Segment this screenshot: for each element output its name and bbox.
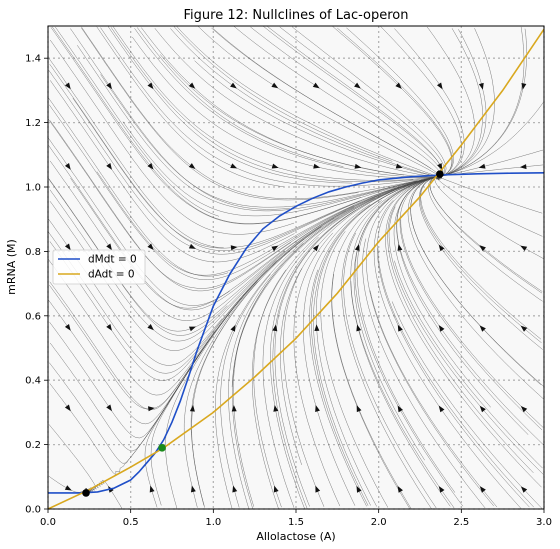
equilibrium-point-1 bbox=[158, 444, 166, 452]
x-tick-label: 2.5 bbox=[453, 517, 469, 528]
y-tick-label: 0.8 bbox=[25, 247, 41, 258]
x-tick-label: 0.0 bbox=[40, 517, 56, 528]
chart-title: Figure 12: Nullclines of Lac-operon bbox=[184, 8, 409, 23]
y-tick-label: 1.2 bbox=[25, 118, 41, 129]
x-tick-label: 0.5 bbox=[123, 517, 139, 528]
x-tick-label: 3.0 bbox=[536, 517, 552, 528]
y-tick-label: 0.4 bbox=[25, 376, 41, 387]
legend: dMdt = 0 dAdt = 0 bbox=[53, 250, 145, 284]
y-tick-label: 1.4 bbox=[25, 54, 41, 65]
x-tick-label: 2.0 bbox=[371, 517, 387, 528]
legend-label-dadt: dAdt = 0 bbox=[88, 269, 135, 281]
y-tick-label: 0.6 bbox=[25, 311, 41, 322]
legend-label-dmdt: dMdt = 0 bbox=[88, 254, 137, 266]
equilibrium-point-2 bbox=[436, 170, 444, 178]
y-tick-label: 0.2 bbox=[25, 440, 41, 451]
x-tick-label: 1.0 bbox=[205, 517, 221, 528]
x-tick-label: 1.5 bbox=[288, 517, 304, 528]
y-tick-label: 1.0 bbox=[25, 183, 41, 194]
x-axis-label: Allolactose (A) bbox=[256, 530, 335, 543]
equilibrium-point-0 bbox=[82, 489, 90, 497]
y-tick-label: 0.0 bbox=[25, 505, 41, 516]
y-axis-label: mRNA (M) bbox=[5, 239, 18, 295]
